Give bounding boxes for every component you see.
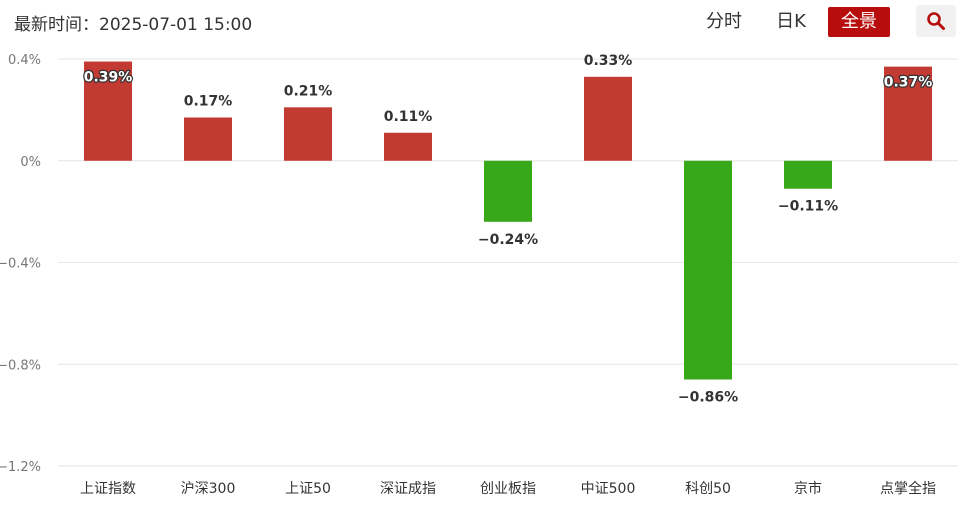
bar: [584, 76, 632, 161]
category-label: 京市: [794, 480, 822, 497]
data-label: 0.21%: [284, 83, 333, 99]
bar: [184, 117, 232, 161]
search-icon: [927, 12, 945, 30]
category-label: 点掌全指: [880, 480, 936, 497]
y-tick-label: 0%: [20, 155, 41, 170]
category-label: 中证500: [581, 481, 636, 497]
data-label: 0.37%: [884, 75, 933, 91]
data-label: 0.11%: [384, 109, 433, 125]
y-tick-label: −0.8%: [0, 358, 41, 373]
data-label: 0.39%: [84, 70, 133, 86]
data-label: 0.17%: [184, 94, 233, 110]
y-tick-label: 0.4%: [8, 53, 41, 68]
data-label: 0.33%: [584, 53, 633, 69]
category-label: 深证成指: [380, 481, 436, 497]
header: 最新时间：2025-07-01 15:00 分时 日K 全景: [0, 0, 968, 44]
update-time: 最新时间：2025-07-01 15:00: [14, 15, 253, 35]
tab-panorama[interactable]: 全景: [828, 7, 890, 37]
data-label: −0.24%: [478, 232, 538, 248]
bar: [684, 160, 732, 380]
bar: [784, 160, 832, 189]
category-label: 沪深300: [181, 481, 236, 497]
tab-daily-k[interactable]: 日K: [776, 11, 806, 32]
y-tick-label: −1.2%: [0, 460, 41, 475]
tab-fenshi[interactable]: 分时: [706, 11, 742, 32]
bar: [884, 66, 932, 161]
category-label: 上证指数: [80, 481, 136, 497]
y-tick-label: −0.4%: [0, 257, 41, 272]
bar: [384, 132, 432, 161]
bar: [484, 160, 532, 222]
category-label: 科创50: [685, 481, 731, 497]
bar: [84, 61, 132, 161]
category-label: 创业板指: [480, 481, 536, 497]
bar: [284, 107, 332, 161]
category-label: 上证50: [285, 481, 331, 497]
search-button[interactable]: [916, 5, 956, 37]
data-label: −0.11%: [778, 199, 838, 215]
data-label: −0.86%: [678, 390, 738, 406]
